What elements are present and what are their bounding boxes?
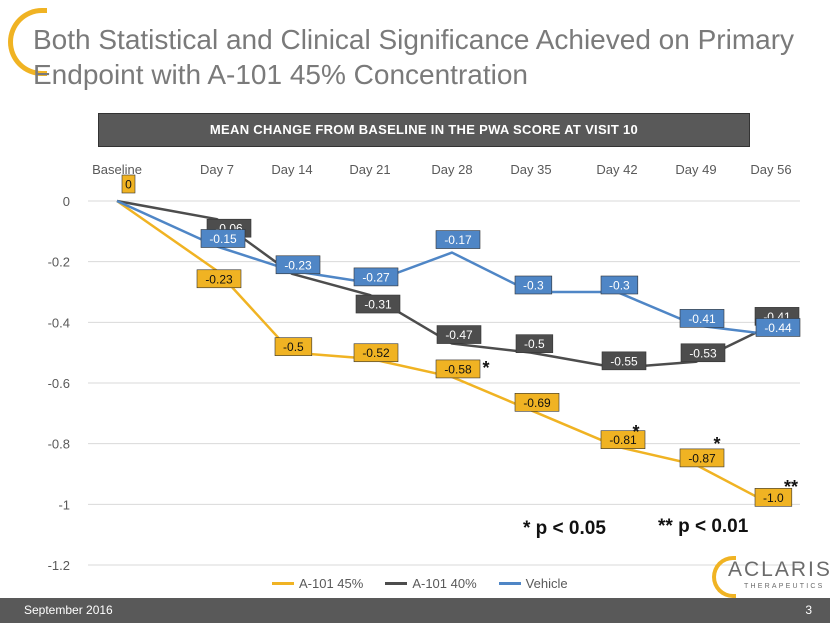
significance-marker: * — [482, 358, 489, 378]
line-chart: 0 -0.2 -0.4 -0.6 -0.8 -1 -1.2 Baseline Day 7 Day … — [48, 162, 801, 573]
data-label: -0.58 — [444, 362, 472, 376]
data-label-box — [355, 294, 401, 314]
x-tick-label: Day 56 — [750, 162, 791, 177]
data-label-box — [435, 230, 481, 249]
data-label-box — [679, 309, 725, 328]
x-tick-label: Day 21 — [349, 162, 390, 177]
significance-marker: * — [632, 422, 639, 442]
brand-name: ACLARIS — [728, 558, 830, 581]
series-line-2 — [116, 199, 772, 336]
page-number: 3 — [805, 603, 812, 617]
x-tick-label: Day 14 — [271, 162, 312, 177]
data-label: -0.81 — [609, 433, 637, 447]
legend-label: A-101 45% — [299, 576, 364, 591]
p01-note: ** p < 0.01 — [658, 516, 749, 537]
data-label-box — [435, 359, 481, 379]
data-label: -0.52 — [362, 346, 390, 360]
data-label-box — [679, 448, 725, 468]
data-label-box — [601, 351, 647, 371]
data-label-box — [196, 269, 242, 289]
y-tick-label: -0.8 — [48, 437, 70, 452]
data-label: -1.0 — [763, 491, 784, 505]
data-label: -0.31 — [364, 298, 392, 312]
data-label-box — [353, 343, 399, 363]
x-tick-label: Day 35 — [510, 162, 551, 177]
legend-item-a101-40: A-101 40% — [385, 576, 477, 591]
y-tick-label: 0 — [63, 194, 70, 209]
legend-label: A-101 40% — [412, 576, 477, 591]
legend-swatch — [498, 582, 521, 585]
data-label: -0.23 — [284, 258, 312, 272]
data-label-box — [353, 267, 399, 287]
data-label-box — [200, 229, 246, 248]
chart-legend: A-101 45% A-101 40% Vehicle — [272, 576, 568, 591]
y-tick-label: -1 — [58, 497, 70, 512]
data-label-box — [514, 393, 560, 412]
x-tick-label: Day 49 — [675, 162, 716, 177]
data-label: -0.27 — [362, 270, 390, 284]
data-label: -0.69 — [523, 396, 551, 410]
data-label-box — [755, 318, 801, 337]
y-tick-label: -0.4 — [48, 315, 70, 330]
y-tick-label: -0.6 — [48, 376, 70, 391]
legend-label: Vehicle — [525, 576, 568, 591]
data-label-box — [274, 337, 313, 356]
data-label: -0.3 — [609, 279, 630, 293]
p05-note: * p < 0.05 — [523, 518, 606, 539]
data-label: -0.23 — [205, 272, 233, 286]
data-label: 0 — [125, 178, 132, 192]
data-label: -0.41 — [688, 312, 716, 326]
legend-item-vehicle: Vehicle — [498, 576, 568, 591]
data-label: -0.5 — [283, 340, 304, 354]
x-tick-label: Baseline — [92, 162, 142, 177]
significance-marker: ** — [784, 477, 798, 497]
data-label: -0.44 — [764, 321, 792, 335]
aclaris-logo: ACLARIS THERAPEUTICS — [712, 556, 830, 598]
data-label-box — [600, 430, 646, 450]
data-label: -0.3 — [523, 279, 544, 293]
legend-swatch — [385, 582, 408, 585]
data-label-box — [680, 343, 726, 363]
data-label: -0.17 — [444, 233, 472, 247]
data-label: -0.5 — [524, 337, 545, 351]
data-label-box — [754, 488, 793, 507]
x-tick-label: Day 7 — [200, 162, 234, 177]
data-label-box — [514, 275, 553, 295]
data-label-box — [121, 174, 136, 194]
x-tick-label: Day 28 — [431, 162, 472, 177]
x-tick-label: Day 42 — [596, 162, 637, 177]
data-label: -0.55 — [610, 354, 638, 368]
y-tick-label: -1.2 — [48, 558, 70, 573]
y-tick-label: -0.2 — [48, 255, 70, 270]
data-label: -0.53 — [689, 346, 717, 360]
brand-ring-icon — [712, 556, 736, 598]
data-label: -0.87 — [688, 451, 716, 465]
footer-date: September 2016 — [24, 603, 113, 617]
data-label-box — [275, 255, 321, 275]
brand-subtitle: THERAPEUTICS — [744, 583, 825, 590]
legend-swatch — [272, 582, 294, 585]
slide-title: Both Statistical and Clinical Significan… — [33, 24, 795, 90]
data-label-box — [600, 275, 639, 295]
data-label: -0.47 — [445, 328, 473, 342]
legend-item-a101-45: A-101 45% — [272, 576, 363, 591]
data-label-box — [436, 325, 482, 344]
data-label-box — [515, 334, 554, 353]
data-label: -0.15 — [209, 232, 237, 246]
chart-banner: MEAN CHANGE FROM BASELINE IN THE PWA SCO… — [98, 113, 750, 147]
footer-bar: September 2016 3 — [0, 598, 830, 623]
significance-marker: * — [713, 434, 720, 454]
